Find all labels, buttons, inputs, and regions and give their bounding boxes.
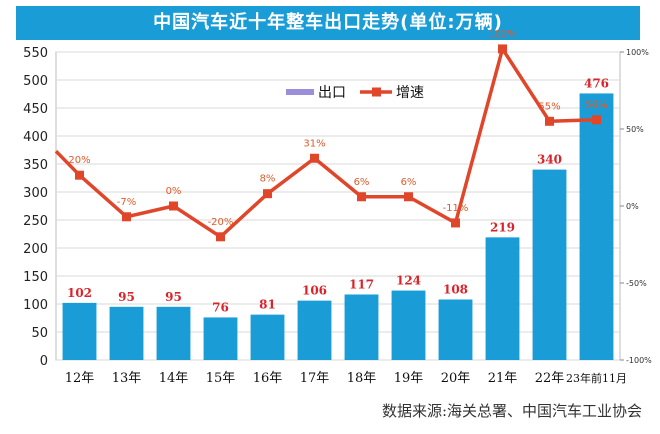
y-right-tick-label: 50% bbox=[626, 125, 644, 134]
x-tick-label-8: 20年 bbox=[441, 371, 471, 386]
bar-value-label-2: 95 bbox=[165, 290, 182, 304]
x-tick-label-3: 15年 bbox=[206, 371, 236, 386]
growth-marker-3 bbox=[216, 232, 225, 242]
x-tick-label-7: 19年 bbox=[394, 371, 424, 386]
bar-value-label-10: 340 bbox=[537, 153, 562, 167]
bar-export-0 bbox=[62, 302, 97, 360]
bar-export-9 bbox=[485, 237, 520, 360]
source-note: 数据来源:海关总署、中国汽车工业协会 bbox=[381, 402, 642, 420]
x-tick-label-0: 12年 bbox=[65, 371, 95, 386]
growth-marker-5 bbox=[310, 153, 319, 163]
y-left-tick-label: 450 bbox=[23, 102, 48, 117]
growth-marker-1 bbox=[122, 212, 131, 222]
growth-marker-9 bbox=[498, 44, 507, 54]
y-left-tick-label: 550 bbox=[23, 46, 48, 61]
growth-marker-4 bbox=[263, 189, 272, 199]
growth-value-label-2: 0% bbox=[166, 186, 182, 197]
bar-export-6 bbox=[344, 294, 379, 360]
bar-export-5 bbox=[297, 300, 332, 360]
growth-value-label-8: -11% bbox=[443, 203, 469, 214]
y-right-tick-label: 0% bbox=[626, 202, 639, 211]
growth-value-label-6: 6% bbox=[354, 177, 370, 188]
bar-value-label-1: 95 bbox=[118, 290, 135, 304]
bar-value-label-6: 117 bbox=[349, 277, 374, 291]
bar-export-11 bbox=[579, 93, 614, 360]
x-tick-label-9: 21年 bbox=[488, 371, 518, 386]
y-left-tick-label: 100 bbox=[23, 298, 48, 313]
growth-marker-8 bbox=[451, 218, 460, 228]
x-tick-label-6: 18年 bbox=[347, 371, 377, 386]
y-right-tick-label: 100% bbox=[626, 48, 649, 57]
bar-export-10 bbox=[532, 169, 567, 360]
growth-marker-6 bbox=[357, 192, 366, 202]
x-tick-label-4: 16年 bbox=[253, 371, 283, 386]
bar-export-7 bbox=[391, 290, 426, 360]
growth-value-label-10: 55% bbox=[538, 101, 560, 112]
y-left-tick-label: 250 bbox=[23, 214, 48, 229]
y-right-tick-label: -50% bbox=[626, 279, 647, 288]
bar-value-label-9: 219 bbox=[490, 220, 515, 234]
growth-line bbox=[54, 44, 601, 242]
bar-export-2 bbox=[156, 306, 191, 360]
x-tick-label-10: 22年 bbox=[535, 371, 565, 386]
growth-marker-2 bbox=[169, 201, 178, 211]
growth-value-label-5: 31% bbox=[303, 138, 325, 149]
growth-line-path bbox=[54, 47, 597, 239]
growth-value-label-3: -20% bbox=[208, 217, 234, 228]
y-left-tick-label: 150 bbox=[23, 270, 48, 285]
legend: 出口 增速 bbox=[286, 85, 424, 101]
legend-bar-label: 出口 bbox=[318, 85, 346, 101]
bar-export-1 bbox=[109, 306, 144, 360]
bar-export-3 bbox=[203, 317, 238, 360]
bar-value-label-4: 81 bbox=[259, 298, 276, 312]
y-left-tick-label: 300 bbox=[23, 186, 48, 201]
x-tick-label-1: 13年 bbox=[112, 371, 142, 386]
x-tick-label-2: 14年 bbox=[159, 371, 189, 386]
growth-value-label-7: 6% bbox=[401, 177, 417, 188]
axes: 0 50 100 150 200 250 300 350 400 450 500 550 -100% -5… bbox=[23, 46, 652, 386]
chart-title: 中国汽车近十年整车出口走势(单位:万辆) bbox=[16, 6, 640, 40]
growth-marker-0 bbox=[75, 170, 84, 180]
y-right-tick-label: -100% bbox=[626, 356, 652, 365]
legend-line-label: 增速 bbox=[396, 85, 424, 101]
y-left-tick-label: 0 bbox=[40, 354, 48, 369]
growth-marker-10 bbox=[545, 116, 554, 126]
y-left-tick-label: 400 bbox=[23, 130, 48, 145]
growth-value-label-9: 102% bbox=[488, 29, 517, 40]
y-left-tick-label: 500 bbox=[23, 74, 48, 89]
growth-value-label-4: 8% bbox=[260, 174, 276, 185]
bar-export-4 bbox=[250, 314, 285, 360]
growth-value-label-1: -7% bbox=[117, 197, 136, 208]
growth-value-label-11: 56% bbox=[585, 100, 607, 111]
x-tick-label-11: 23年前11月 bbox=[566, 371, 627, 385]
bar-value-label-0: 102 bbox=[67, 286, 92, 300]
growth-value-label-0: 20% bbox=[68, 155, 90, 166]
bar-value-label-3: 76 bbox=[212, 300, 229, 314]
y-left-tick-label: 350 bbox=[23, 158, 48, 173]
growth-marker-7 bbox=[404, 192, 413, 202]
bar-value-label-8: 108 bbox=[443, 283, 468, 297]
data-labels: 102 95 95 76 81 106 117 124 108 219 340 476 20% -7% 0%… bbox=[67, 29, 609, 315]
x-tick-label-5: 17年 bbox=[300, 371, 330, 386]
bar-value-label-5: 106 bbox=[302, 284, 327, 298]
legend-bar-swatch bbox=[286, 89, 314, 95]
bar-export-8 bbox=[438, 299, 473, 360]
bar-value-label-7: 124 bbox=[396, 274, 421, 288]
bars bbox=[62, 93, 614, 360]
legend-line-marker bbox=[372, 87, 381, 97]
growth-marker-11 bbox=[592, 115, 601, 125]
y-left-tick-label: 200 bbox=[23, 242, 48, 257]
bar-value-label-11: 476 bbox=[584, 76, 609, 90]
y-left-tick-label: 50 bbox=[31, 326, 48, 341]
